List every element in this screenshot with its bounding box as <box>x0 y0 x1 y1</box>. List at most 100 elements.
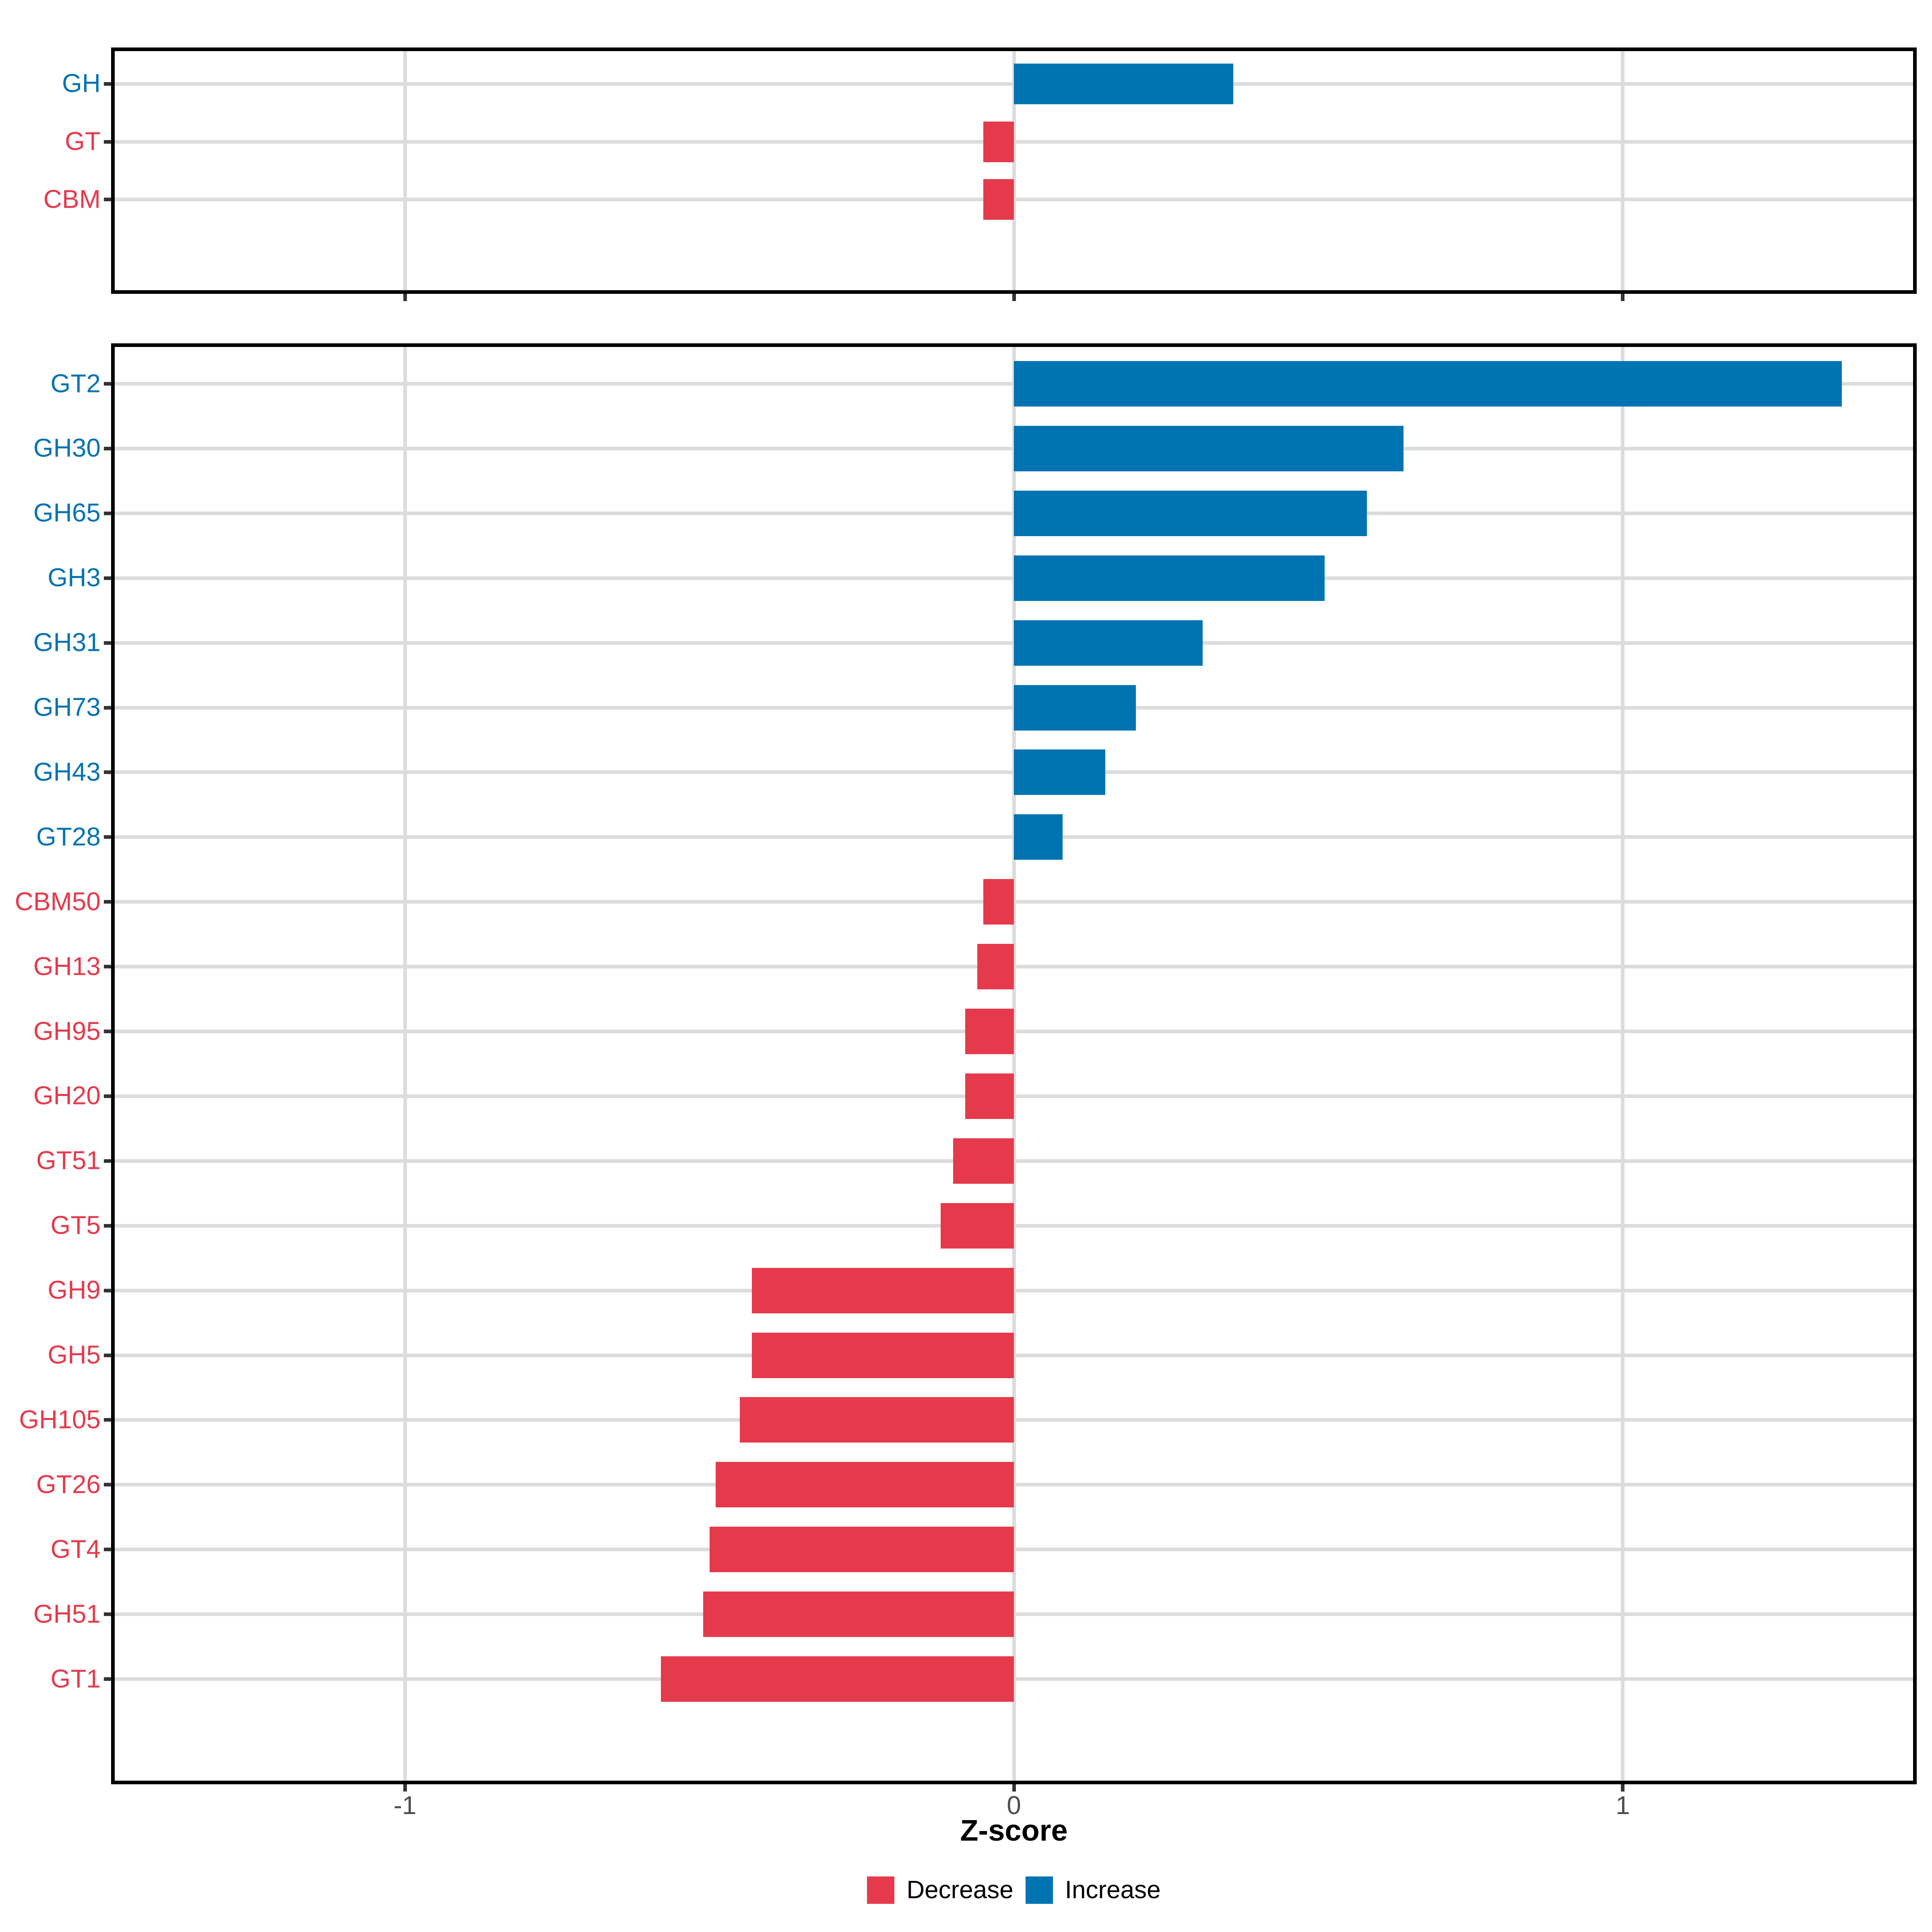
bar-gt4 <box>709 1527 1014 1573</box>
category-label-gh13: GH13 <box>33 952 101 981</box>
bar-gt1 <box>661 1656 1014 1702</box>
panel-border-cazyme-class-summary <box>111 47 1917 294</box>
y-tick <box>104 770 111 774</box>
y-tick <box>104 835 111 839</box>
x-tick-label: 1 <box>1616 1791 1630 1820</box>
bar-gt5 <box>941 1203 1014 1249</box>
gridline-horizontal <box>113 1288 1915 1292</box>
category-label-gh3: GH3 <box>47 563 101 592</box>
category-label-cbm50: CBM50 <box>14 887 101 916</box>
category-label-gt2: GT2 <box>50 369 101 398</box>
gridline-horizontal <box>113 198 1915 202</box>
y-tick <box>104 1288 111 1292</box>
bar-gh43 <box>1014 749 1105 795</box>
y-tick <box>104 1224 111 1228</box>
category-label-gh9: GH9 <box>47 1275 101 1305</box>
bar-gh65 <box>1014 490 1367 536</box>
gridline-horizontal <box>113 965 1915 969</box>
gridline-horizontal <box>113 900 1915 904</box>
x-tick-label: 0 <box>1007 1791 1021 1820</box>
gridline-horizontal <box>113 1418 1915 1422</box>
bar-gt <box>983 121 1014 162</box>
x-tick <box>403 294 407 301</box>
legend-label-decrease: Decrease <box>906 1876 1013 1904</box>
bar-gh105 <box>740 1397 1014 1443</box>
gridline-horizontal <box>113 1159 1915 1163</box>
category-label-gh73: GH73 <box>33 692 101 722</box>
bar-gh51 <box>703 1591 1014 1637</box>
x-tick <box>1012 1784 1016 1792</box>
gridline-horizontal <box>113 1030 1915 1034</box>
x-tick <box>403 1784 407 1792</box>
x-axis-title: Z-score <box>960 1814 1068 1847</box>
category-label-gh43: GH43 <box>33 757 101 786</box>
bar-gt51 <box>953 1138 1014 1184</box>
bar-gh13 <box>977 944 1014 990</box>
y-tick <box>104 706 111 710</box>
category-label-gh51: GH51 <box>33 1599 101 1629</box>
gridline-vertical <box>1012 49 1016 292</box>
category-label-gt28: GT28 <box>36 822 101 851</box>
bar-gh20 <box>965 1073 1014 1119</box>
y-tick <box>104 965 111 969</box>
bar-cbm <box>983 179 1014 220</box>
bar-gh30 <box>1014 425 1404 471</box>
y-tick <box>104 1159 111 1163</box>
gridline-vertical <box>403 49 407 292</box>
gridline-vertical <box>403 345 407 1783</box>
category-label-gh5: GH5 <box>47 1340 101 1369</box>
bar-gh9 <box>752 1267 1014 1313</box>
category-label-gt26: GT26 <box>36 1470 101 1499</box>
y-tick <box>104 446 111 450</box>
gridline-horizontal <box>113 1224 1915 1228</box>
x-tick <box>1621 1784 1625 1792</box>
category-label-gh105: GH105 <box>19 1405 101 1434</box>
y-tick <box>104 1094 111 1098</box>
y-tick <box>104 1483 111 1487</box>
bar-gh <box>1014 63 1233 104</box>
category-label-gh: GH <box>62 69 101 98</box>
category-label-gt: GT <box>65 126 101 156</box>
y-tick <box>104 1548 111 1552</box>
category-label-gt1: GT1 <box>50 1664 101 1693</box>
y-tick <box>104 1612 111 1616</box>
gridline-horizontal <box>113 1094 1915 1098</box>
category-label-gh95: GH95 <box>33 1016 101 1046</box>
bar-gt26 <box>715 1462 1014 1508</box>
gridline-horizontal <box>113 1483 1915 1487</box>
legend: Decrease Increase <box>113 1876 1915 1905</box>
category-label-gh65: GH65 <box>33 498 101 528</box>
y-tick <box>104 382 111 386</box>
category-label-gt5: GT5 <box>50 1210 101 1240</box>
y-tick <box>104 198 111 202</box>
bar-gh31 <box>1014 620 1203 666</box>
y-tick <box>104 1353 111 1357</box>
gridline-horizontal <box>113 1612 1915 1616</box>
x-tick <box>1621 294 1625 301</box>
bar-cbm50 <box>983 879 1014 925</box>
panel-border-cazyme-families <box>111 343 1917 1784</box>
y-tick <box>104 576 111 580</box>
category-label-gh30: GH30 <box>33 433 101 463</box>
legend-swatch-decrease <box>867 1876 895 1904</box>
legend-swatch-increase <box>1025 1876 1053 1904</box>
bar-gh3 <box>1014 555 1325 601</box>
bar-gh73 <box>1014 685 1136 731</box>
y-tick <box>104 1030 111 1034</box>
y-tick <box>104 900 111 904</box>
category-label-gh31: GH31 <box>33 627 101 657</box>
bar-gt2 <box>1014 361 1842 407</box>
category-label-gt51: GT51 <box>36 1146 101 1175</box>
x-tick <box>1012 294 1016 301</box>
gridline-vertical <box>1012 345 1016 1783</box>
gridline-horizontal <box>113 1353 1915 1357</box>
category-label-cbm: CBM <box>43 184 101 214</box>
bar-gh95 <box>965 1009 1014 1055</box>
bar-gh5 <box>752 1332 1014 1378</box>
gridline-horizontal <box>113 1677 1915 1681</box>
gridline-horizontal <box>113 1548 1915 1552</box>
category-label-gt4: GT4 <box>50 1534 101 1564</box>
bar-gt28 <box>1014 814 1063 860</box>
y-tick <box>104 140 111 144</box>
